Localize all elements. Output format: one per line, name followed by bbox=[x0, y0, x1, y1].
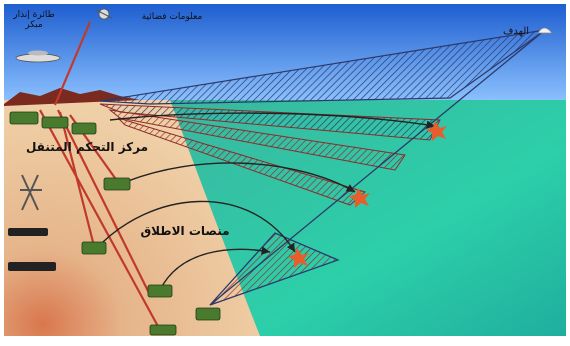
radar-cone-3 bbox=[108, 109, 406, 171]
label-aircraft: طائرة إنذار مبكر bbox=[13, 10, 55, 30]
label-launchers: منصات الاطلاق bbox=[140, 224, 230, 238]
intercept-zone bbox=[209, 232, 340, 306]
missile-trails bbox=[39, 21, 161, 331]
trajectories bbox=[94, 112, 436, 291]
satellite-icon bbox=[95, 8, 113, 20]
radar-cone-1 bbox=[99, 29, 546, 105]
target-icon bbox=[537, 27, 553, 34]
label-target: الهدف bbox=[502, 26, 530, 37]
radar-tower bbox=[20, 174, 42, 211]
target-line bbox=[209, 29, 546, 306]
tanks-left bbox=[8, 228, 56, 271]
desert-area bbox=[4, 100, 260, 336]
label-control-center: مركز التحكم المتنقل bbox=[25, 140, 149, 154]
vehicles bbox=[9, 111, 221, 336]
label-satellite: معلومات فضائية bbox=[141, 12, 203, 22]
impact-markers bbox=[288, 121, 447, 268]
aircraft-icon bbox=[15, 50, 61, 63]
